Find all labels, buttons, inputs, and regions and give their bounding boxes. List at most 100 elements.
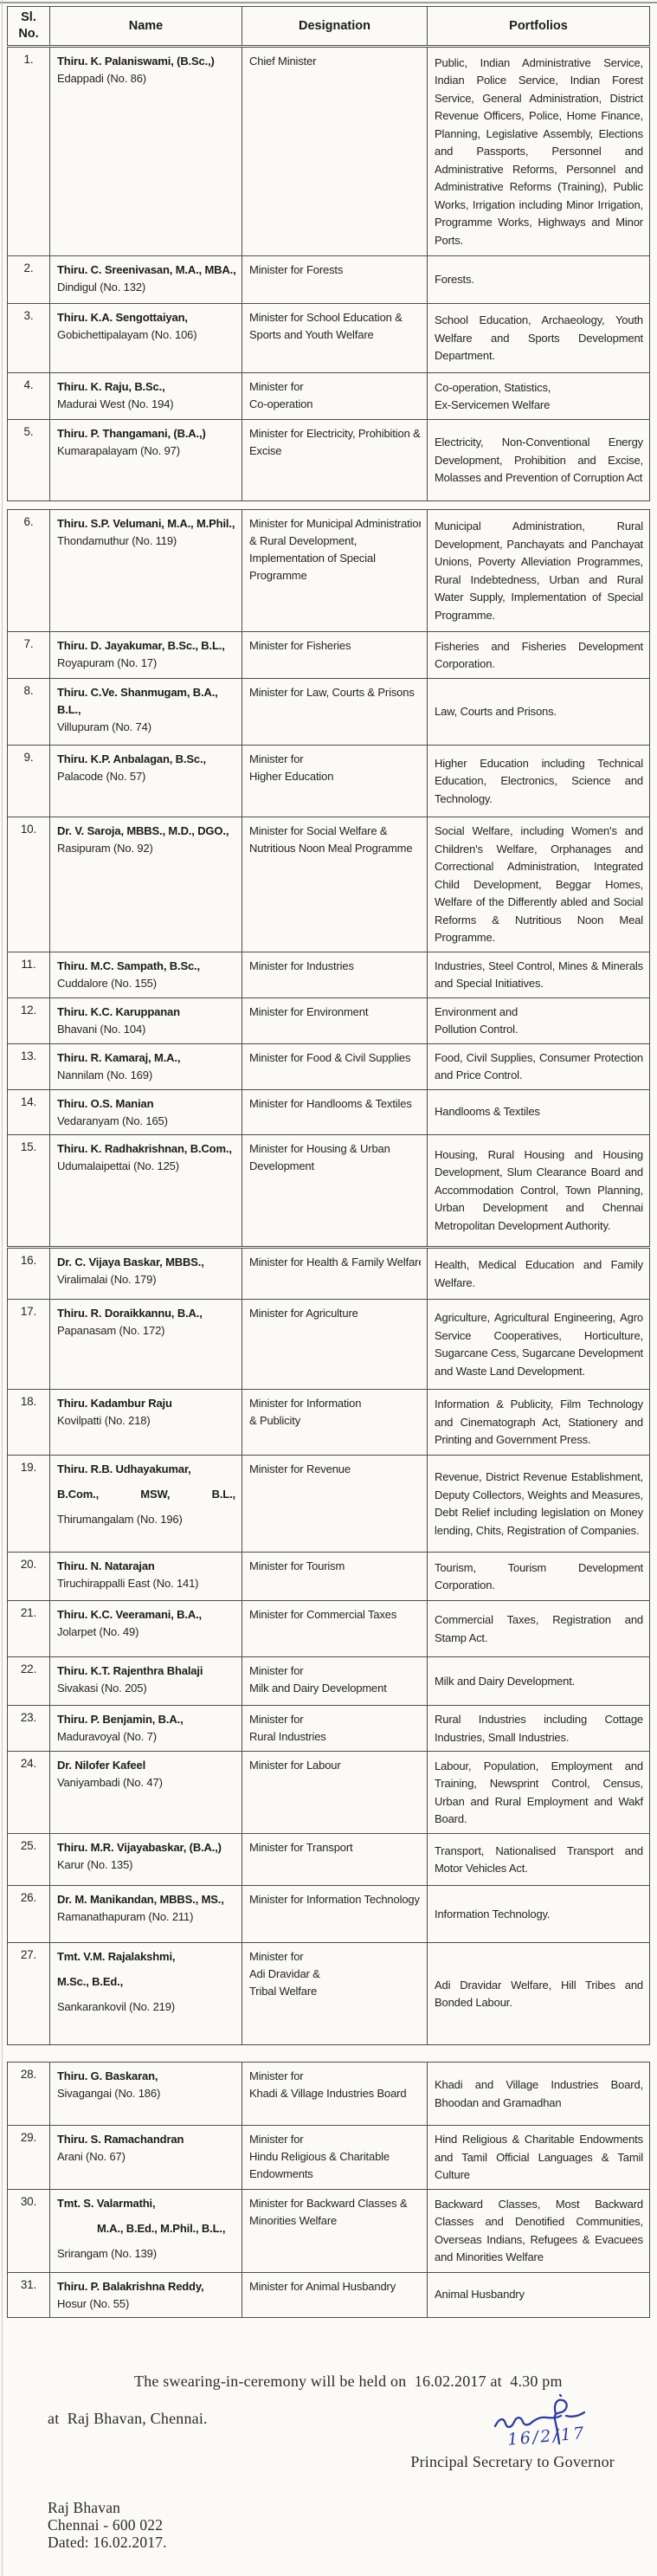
portfolio-cell: Electricity, Non-Conventional Energy Dev… xyxy=(427,419,650,501)
name-line: Edappadi (No. 86) xyxy=(57,72,146,85)
designation-line: & Rural Development, xyxy=(249,534,357,547)
designation-cell: Minister for Backward Classes & Minoritie… xyxy=(242,2188,428,2273)
column-header: Designation xyxy=(242,6,428,48)
portfolio-cell: Information & Publicity, Film Technology… xyxy=(427,1389,650,1456)
designation-line: Co-operation xyxy=(249,397,313,410)
name-cell: Thiru. P. Thangamani, (B.A.,) Kumarapalay… xyxy=(49,419,242,501)
name-line: Thiru. M.C. Sampath, B.Sc., xyxy=(57,959,200,972)
name-line: Papanasam (No. 172) xyxy=(57,1324,165,1337)
serial-number-cell: 29. xyxy=(7,2125,50,2190)
table-section-3: 16. Dr. C. Vijaya Baskar, MBBS., Viralimal… xyxy=(7,1248,650,2045)
signature-date-text: 16/2/17 xyxy=(506,2424,586,2450)
name-cell: Thiru. K.C. Veeramani, B.A., Jolarpet (No… xyxy=(49,1600,242,1657)
designation-cell: Minister for Animal Husbandry xyxy=(242,2271,428,2318)
minister-row: 30. Tmt. S. Valarmathi, M.A., B.Ed., M.Phi… xyxy=(7,2188,650,2273)
name-line: Maduravoyal (No. 7) xyxy=(57,1730,157,1743)
minister-row: 25. Thiru. M.R. Vijayabaskar, (B.A.,) Karu… xyxy=(7,1833,650,1886)
designation-line: Minister for Environment xyxy=(249,1004,369,1018)
name-line: Villupuram (No. 74) xyxy=(57,720,151,733)
portfolio-cell: Industries, Steel Control, Mines & Miner… xyxy=(427,951,650,998)
minister-row: 8. Thiru. C.Ve. Shanmugam, B.A., B.L., Vill… xyxy=(7,678,650,746)
minister-row: 29. Thiru. S. Ramachandran Arani (No. 67) M… xyxy=(7,2125,650,2190)
serial-number-cell: 25. xyxy=(7,1833,50,1886)
serial-number-cell: 3. xyxy=(7,303,50,373)
designation-line: Minister for xyxy=(249,1664,304,1677)
name-line: Karur (No. 135) xyxy=(57,1858,133,1871)
designation-line: Minister for Food & Civil Supplies xyxy=(249,1050,411,1064)
portfolio-cell: Revenue, District Revenue Establishment,… xyxy=(427,1455,650,1553)
designation-line: Minister for Industries xyxy=(249,959,354,972)
name-cell: Thiru. P. Benjamin, B.A., Maduravoyal (No… xyxy=(49,1705,242,1752)
portfolio-cell: Adi Dravidar Welfare, Hill Tribes and Bo… xyxy=(427,1942,650,2045)
name-line: Thiru. C.Ve. Shanmugam, B.A., xyxy=(57,686,218,699)
designation-line: Higher Education xyxy=(249,770,334,783)
minister-row: 19. Thiru. R.B. Udhayakumar, B.Com., MSW, … xyxy=(7,1455,650,1553)
serial-number-cell: 7. xyxy=(7,631,50,679)
name-cell: Dr. M. Manikandan, MBBS., MS., Ramanathap… xyxy=(49,1885,242,1943)
minister-row: 2. Thiru. C. Sreenivasan, M.A., MBA., Dind… xyxy=(7,255,650,304)
portfolio-cell: Transport, Nationalised Transport and Mo… xyxy=(427,1833,650,1886)
name-line: Madurai West (No. 194) xyxy=(57,397,174,410)
designation-line: Minister for Health & Family Welfare xyxy=(249,1256,421,1269)
designation-line: Minister for xyxy=(249,1950,304,1963)
name-line: Dindigul (No. 132) xyxy=(57,281,146,294)
designation-cell: Minister for Social Welfare & Nutritious … xyxy=(242,817,428,952)
name-line: B.L., xyxy=(57,703,81,716)
serial-number-cell: 8. xyxy=(7,678,50,746)
designation-cell: Minister for Co-operation xyxy=(242,372,428,420)
portfolio-cell: Housing, Rural Housing and Housing Devel… xyxy=(427,1133,650,1247)
serial-number-cell: 13. xyxy=(7,1043,50,1090)
designation-cell: Minister for Forests xyxy=(242,255,428,304)
table-section-1: Sl. No. Name Designation Portfolios 1. Thiru.… xyxy=(7,6,650,501)
minister-row: 24. Dr. Nilofer Kafeel Vaniyambadi (No. 47… xyxy=(7,1751,650,1834)
designation-cell: Minister for Tourism xyxy=(242,1552,428,1601)
designation-line: Endowments xyxy=(249,2167,313,2180)
column-header: Portfolios xyxy=(427,6,650,48)
designation-cell: Minister for Fisheries xyxy=(242,631,428,679)
designation-line: Minister for Fisheries xyxy=(249,639,351,652)
portfolio-cell: Agriculture, Agricultural Engineering, A… xyxy=(427,1299,650,1390)
scan-edge-left xyxy=(2,0,3,2576)
serial-number-cell: 14. xyxy=(7,1088,50,1135)
designation-cell: Minister for Milk and Dairy Development xyxy=(242,1656,428,1706)
designation-line: Minister for Commercial Taxes xyxy=(249,1608,397,1621)
designation-line: Minister for School Education & xyxy=(249,311,403,324)
name-line: Sankarankovil (No. 219) xyxy=(57,2000,176,2013)
designation-cell: Minister for Handlooms & Textiles xyxy=(242,1088,428,1135)
minister-row: 15. Thiru. K. Radhakrishnan, B.Com., Uduma… xyxy=(7,1133,650,1247)
name-cell: Thiru. K.P. Anbalagan, B.Sc., Palacode (N… xyxy=(49,745,242,817)
serial-number-cell: 15. xyxy=(7,1133,50,1247)
name-cell: Thiru. D. Jayakumar, B.Sc., B.L., Royapur… xyxy=(49,631,242,679)
designation-line: Minister for xyxy=(249,380,304,393)
designation-cell: Minister for Rural Industries xyxy=(242,1705,428,1752)
name-cell: Thiru. M.C. Sampath, B.Sc., Cuddalore (No… xyxy=(49,951,242,998)
designation-line: Minorities Welfare xyxy=(249,2213,338,2227)
name-line: Thirumangalam (No. 196) xyxy=(57,1513,183,1526)
name-line: Thiru. C. Sreenivasan, M.A., MBA., xyxy=(57,263,235,276)
name-cell: Thiru. C.Ve. Shanmugam, B.A., B.L., Villup… xyxy=(49,678,242,746)
minister-row: 10. Dr. V. Saroja, MBBS., M.D., DGO., Rasi… xyxy=(7,817,650,952)
name-line: Vaniyambadi (No. 47) xyxy=(57,1776,163,1789)
minister-row: 9. Thiru. K.P. Anbalagan, B.Sc., Palacode … xyxy=(7,745,650,817)
name-line: Thiru. P. Thangamani, (B.A.,) xyxy=(57,427,206,440)
ceremony-line-2: at Raj Bhavan, Chennai. xyxy=(48,2410,208,2427)
name-cell: Thiru. K.T. Rajenthra Bhalaji Sivakasi (N… xyxy=(49,1656,242,1706)
minister-row: 7. Thiru. D. Jayakumar, B.Sc., B.L., Royap… xyxy=(7,631,650,679)
designation-cell: Minister for Housing & Urban Development xyxy=(242,1133,428,1247)
serial-number-cell: 18. xyxy=(7,1389,50,1456)
name-cell: Thiru. R. Doraikkannu, B.A., Papanasam (N… xyxy=(49,1299,242,1390)
name-line: Ramanathapuram (No. 211) xyxy=(57,1910,194,1923)
designation-cell: Minister for Industries xyxy=(242,951,428,998)
minister-row: 20. Thiru. N. Natarajan Tiruchirappalli Ea… xyxy=(7,1552,650,1601)
designation-cell: Minister for Municipal Administration & R… xyxy=(242,509,428,632)
name-cell: Thiru. R.B. Udhayakumar, B.Com., MSW, B.L… xyxy=(49,1455,242,1553)
designation-line: Tribal Welfare xyxy=(249,1985,318,1998)
designation-cell: Minister for Revenue xyxy=(242,1455,428,1553)
minister-row: 3. Thiru. K.A. Sengottaiyan, Gobichettipal… xyxy=(7,303,650,373)
name-line: Srirangam (No. 139) xyxy=(57,2246,157,2260)
portfolio-cell: Labour, Population, Employment and Train… xyxy=(427,1751,650,1834)
designation-line: Hindu Religious & Charitable xyxy=(249,2150,390,2163)
name-line: Nannilam (No. 169) xyxy=(57,1068,153,1081)
serial-number-cell: 12. xyxy=(7,997,50,1044)
